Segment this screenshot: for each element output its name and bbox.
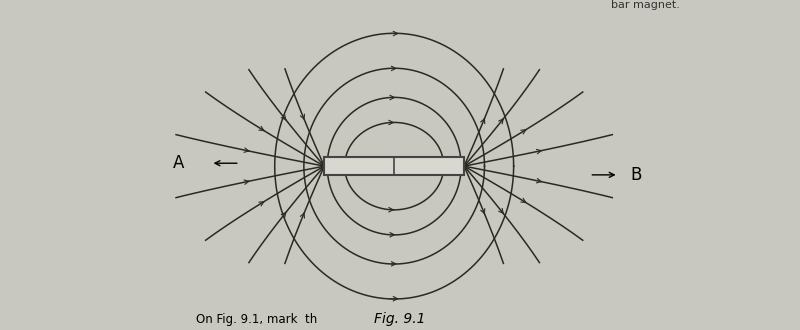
Text: Fig. 9.1: Fig. 9.1: [374, 313, 426, 326]
Bar: [324, 157, 464, 176]
Text: On Fig. 9.1, mark  th: On Fig. 9.1, mark th: [196, 314, 318, 326]
Text: B: B: [630, 166, 642, 184]
Text: A: A: [173, 154, 184, 172]
Text: bar magnet.: bar magnet.: [611, 0, 680, 10]
